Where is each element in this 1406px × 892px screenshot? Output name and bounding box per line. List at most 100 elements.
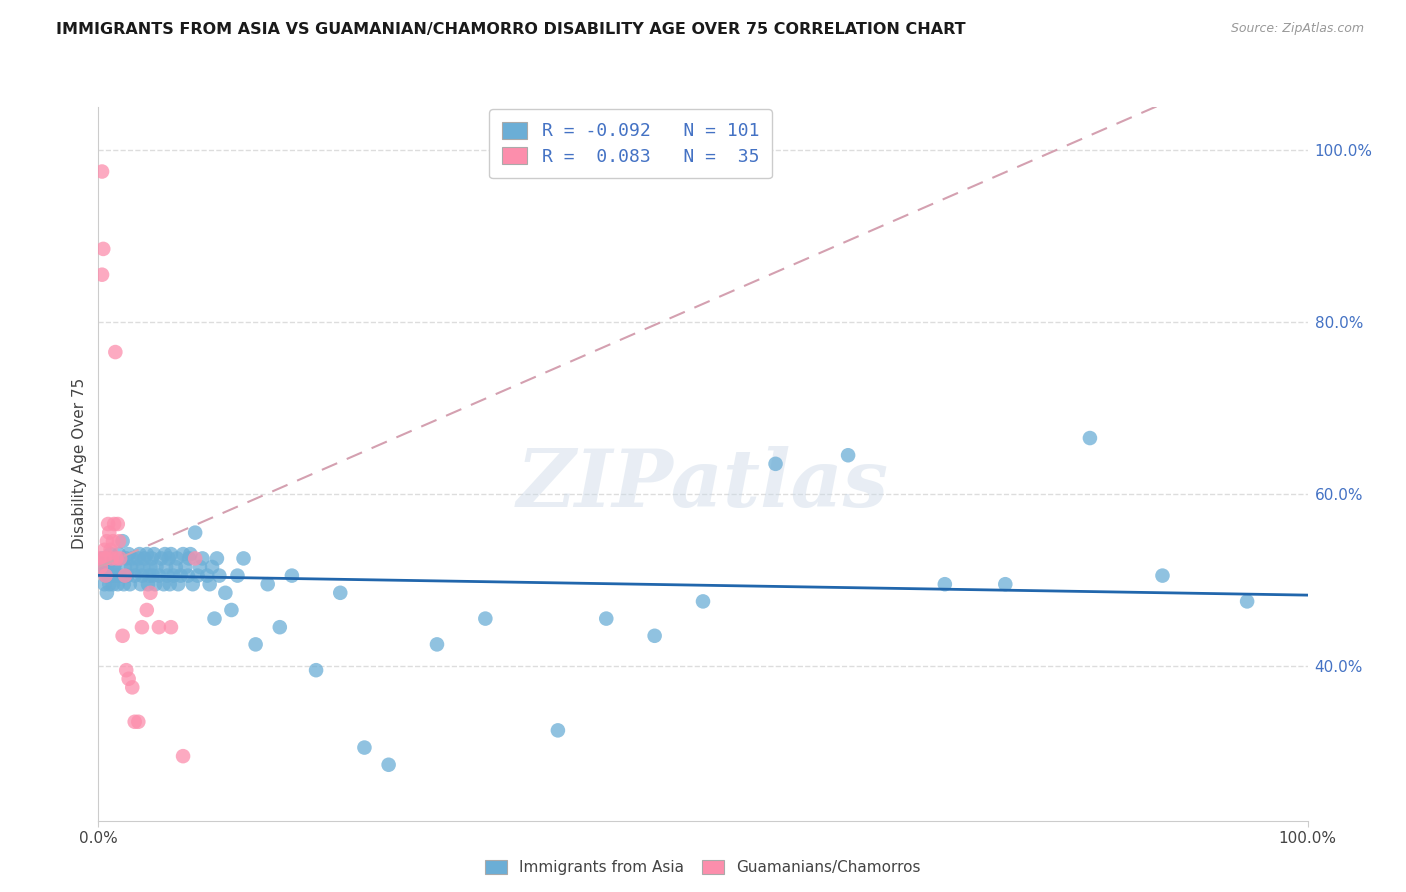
Point [96, 586, 118, 600]
Point [97, 568, 120, 582]
Point [143, 547, 166, 561]
Point [138, 568, 160, 582]
Point [89, 551, 111, 566]
Point [97, 516, 120, 531]
Point [167, 577, 190, 591]
Point [112, 577, 135, 591]
Point [124, 568, 146, 582]
Point [132, 560, 155, 574]
Point [104, 556, 127, 570]
Point [111, 629, 134, 643]
Point [136, 577, 159, 591]
Point [108, 547, 131, 561]
Point [1236, 594, 1258, 608]
Point [165, 560, 187, 574]
Point [141, 551, 163, 566]
Point [177, 568, 200, 582]
Point [107, 516, 129, 531]
Point [105, 551, 128, 566]
Point [115, 551, 138, 566]
Point [281, 568, 304, 582]
Point [188, 560, 211, 574]
Point [152, 577, 174, 591]
Point [166, 551, 188, 566]
Point [187, 568, 209, 582]
Point [191, 551, 214, 566]
Point [134, 551, 156, 566]
Point [104, 345, 127, 359]
Point [118, 577, 141, 591]
Point [96, 534, 118, 549]
Point [91, 164, 114, 178]
Point [644, 629, 666, 643]
Point [100, 551, 122, 566]
Point [221, 603, 243, 617]
Point [195, 568, 218, 582]
Point [105, 568, 128, 582]
Point [93, 560, 115, 574]
Point [269, 620, 291, 634]
Point [93, 551, 115, 566]
Point [160, 620, 183, 634]
Point [128, 547, 150, 561]
Point [127, 560, 149, 574]
Point [107, 577, 129, 591]
Point [103, 560, 125, 574]
Point [129, 577, 152, 591]
Point [94, 568, 117, 582]
Point [143, 577, 166, 591]
Point [172, 547, 194, 561]
Point [547, 723, 569, 738]
Point [172, 749, 194, 764]
Point [121, 681, 143, 695]
Point [245, 637, 267, 651]
Point [135, 547, 157, 561]
Point [94, 551, 117, 566]
Point [474, 611, 496, 625]
Point [124, 714, 146, 729]
Point [91, 551, 114, 566]
Point [156, 568, 179, 582]
Point [426, 637, 449, 651]
Point [181, 577, 204, 591]
Point [377, 757, 399, 772]
Point [214, 586, 236, 600]
Point [174, 560, 197, 574]
Point [100, 568, 122, 582]
Point [101, 577, 124, 591]
Point [595, 611, 617, 625]
Point [1078, 431, 1101, 445]
Point [101, 534, 124, 549]
Point [198, 577, 221, 591]
Point [94, 568, 117, 582]
Legend: Immigrants from Asia, Guamanians/Chamorros: Immigrants from Asia, Guamanians/Chamorr… [477, 850, 929, 884]
Point [108, 551, 131, 566]
Point [127, 714, 149, 729]
Point [160, 547, 183, 561]
Point [204, 611, 226, 625]
Point [96, 560, 118, 574]
Point [118, 672, 141, 686]
Point [100, 547, 122, 561]
Point [145, 560, 167, 574]
Point [142, 568, 165, 582]
Point [208, 568, 231, 582]
Point [139, 560, 162, 574]
Point [98, 577, 121, 591]
Point [93, 577, 115, 591]
Point [97, 556, 120, 570]
Point [155, 560, 177, 574]
Point [118, 547, 141, 561]
Point [91, 268, 114, 282]
Point [111, 534, 134, 549]
Point [115, 663, 138, 677]
Point [139, 586, 162, 600]
Point [205, 551, 228, 566]
Point [127, 551, 149, 566]
Point [179, 551, 201, 566]
Point [148, 568, 170, 582]
Point [100, 560, 122, 574]
Point [353, 740, 375, 755]
Point [131, 568, 153, 582]
Point [179, 547, 201, 561]
